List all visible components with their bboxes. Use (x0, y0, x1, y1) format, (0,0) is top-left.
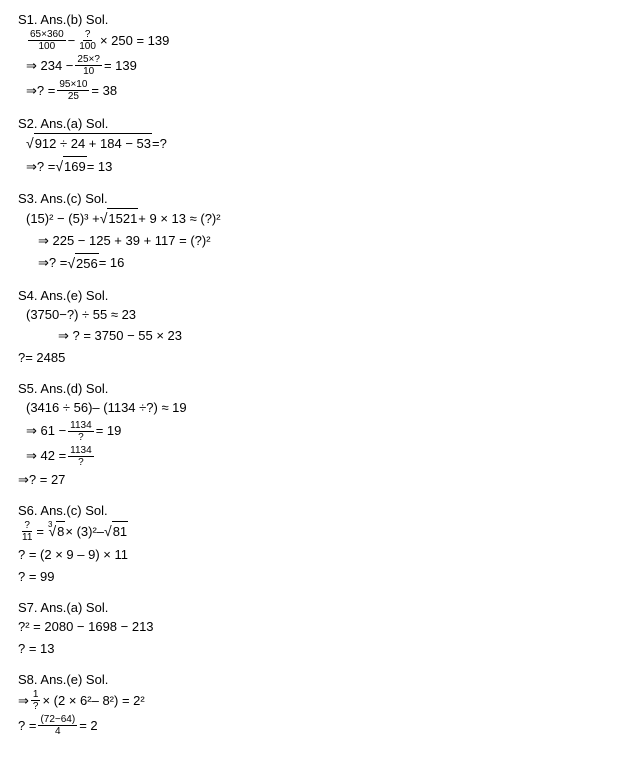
solution-header: S2. Ans.(a) Sol. (18, 116, 605, 131)
solution-line: ⇒ 234 − 25×?10 = 139 (18, 54, 605, 77)
solution-line: ?11 = √8 × (3)²– √81 (18, 520, 605, 543)
solution-line: ⇒ 61 − 1134? = 19 (18, 420, 605, 443)
solution-line: ?² = 2080 − 1698 − 213 (18, 617, 605, 637)
solution-line: (3416 ÷ 56)– (1134 ÷?) ≈ 19 (18, 398, 605, 418)
solution-line: 65×360100 − ?100 × 250 = 139 (18, 29, 605, 52)
solution-header: S3. Ans.(c) Sol. (18, 191, 605, 206)
solution-line: ⇒ ? = 3750 − 55 × 23 (18, 326, 605, 346)
solution-line: ⇒ 42 = 1134? (18, 445, 605, 468)
solution-block: S2. Ans.(a) Sol. √912 ÷ 24 + 184 − 53 =?⇒… (18, 116, 605, 177)
solution-line: ?= 2485 (18, 348, 605, 368)
solution-header: S5. Ans.(d) Sol. (18, 381, 605, 396)
solution-block: S8. Ans.(e) Sol. ⇒ 1? × (2 × 6²– 8²) = 2²… (18, 672, 605, 737)
solution-line: ⇒? = √169 = 13 (18, 156, 605, 177)
solution-block: S3. Ans.(c) Sol. (15)² − (5)³ + √1521 + 9… (18, 191, 605, 274)
solution-line: √912 ÷ 24 + 184 − 53 =? (18, 133, 605, 154)
solution-block: S1. Ans.(b) Sol. 65×360100 − ?100 × 250 =… (18, 12, 605, 102)
solution-header: S4. Ans.(e) Sol. (18, 288, 605, 303)
solution-line: ⇒? = 27 (18, 470, 605, 490)
solution-line: ? = (2 × 9 – 9) × 11 (18, 545, 605, 565)
solution-line: (15)² − (5)³ + √1521 + 9 × 13 ≈ (?)² (18, 208, 605, 229)
solution-block: S6. Ans.(c) Sol.?11 = √8 × (3)²– √81? = … (18, 503, 605, 586)
solution-line: ⇒? = √256 = 16 (18, 253, 605, 274)
solution-line: ? = 13 (18, 639, 605, 659)
solution-header: S8. Ans.(e) Sol. (18, 672, 605, 687)
solution-header: S6. Ans.(c) Sol. (18, 503, 605, 518)
solution-block: S4. Ans.(e) Sol. (3750−?) ÷ 55 ≈ 23⇒ ? = … (18, 288, 605, 368)
solutions-container: S1. Ans.(b) Sol. 65×360100 − ?100 × 250 =… (18, 12, 605, 737)
solution-line: (3750−?) ÷ 55 ≈ 23 (18, 305, 605, 325)
solution-block: S5. Ans.(d) Sol. (3416 ÷ 56)– (1134 ÷?) ≈… (18, 381, 605, 489)
solution-header: S7. Ans.(a) Sol. (18, 600, 605, 615)
solution-block: S7. Ans.(a) Sol. ?² = 2080 − 1698 − 213? … (18, 600, 605, 658)
solution-line: ? = (72−64)4 = 2 (18, 714, 605, 737)
solution-line: ? = 99 (18, 567, 605, 587)
solution-line: ⇒ 1? × (2 × 6²– 8²) = 2² (18, 689, 605, 712)
solution-header: S1. Ans.(b) Sol. (18, 12, 605, 27)
solution-line: ⇒? = 95×1025 = 38 (18, 79, 605, 102)
solution-line: ⇒ 225 − 125 + 39 + 117 = (?)² (18, 231, 605, 251)
